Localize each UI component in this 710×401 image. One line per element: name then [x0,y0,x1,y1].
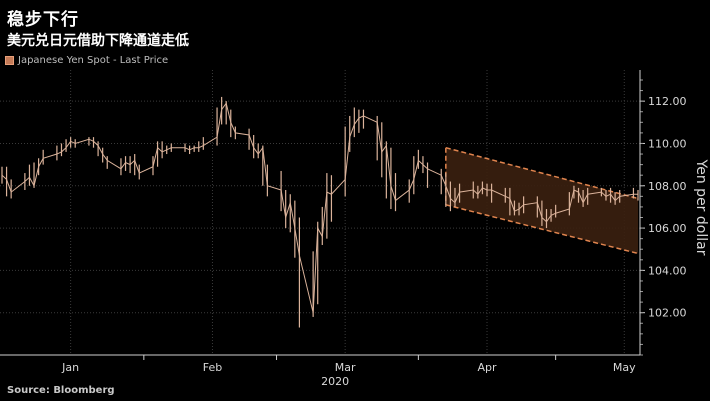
channel-lower-line [445,204,639,255]
y-tick-label: 110.00 [648,137,687,150]
y-axis-label: Yen per dollar [693,159,709,256]
channel-upper-line [445,146,639,200]
y-tick-label: 102.00 [648,307,687,320]
x-axis: Jan Feb Mar Apr May 2020 [0,354,640,388]
legend-swatch [5,56,14,65]
chart-title: 稳步下行 [7,10,79,30]
source-note: Source: Bloomberg [7,385,115,396]
x-tick-label: Feb [203,361,222,374]
y-tick-label: 108.00 [648,180,687,193]
x-tick-label: Mar [335,361,356,374]
y-axis: 102.00 104.00 106.00 108.00 110.00 112.00 Yen … [639,70,709,356]
x-axis-label: 2020 [321,375,349,388]
legend-label: Japanese Yen Spot - Last Price [18,55,169,66]
chart-subtitle: 美元兑日元借助下降通道走低 [7,33,189,49]
y-tick-label: 106.00 [648,222,687,235]
x-tick-label: May [613,361,636,374]
legend: Japanese Yen Spot - Last Price [5,55,168,66]
gridlines [0,70,640,355]
y-tick-label: 104.00 [648,264,687,277]
x-tick-label: Apr [477,361,497,374]
price-series [1,96,639,328]
price-line [1,102,638,313]
x-tick-label: Jan [61,361,79,374]
y-tick-label: 112.00 [648,95,687,108]
